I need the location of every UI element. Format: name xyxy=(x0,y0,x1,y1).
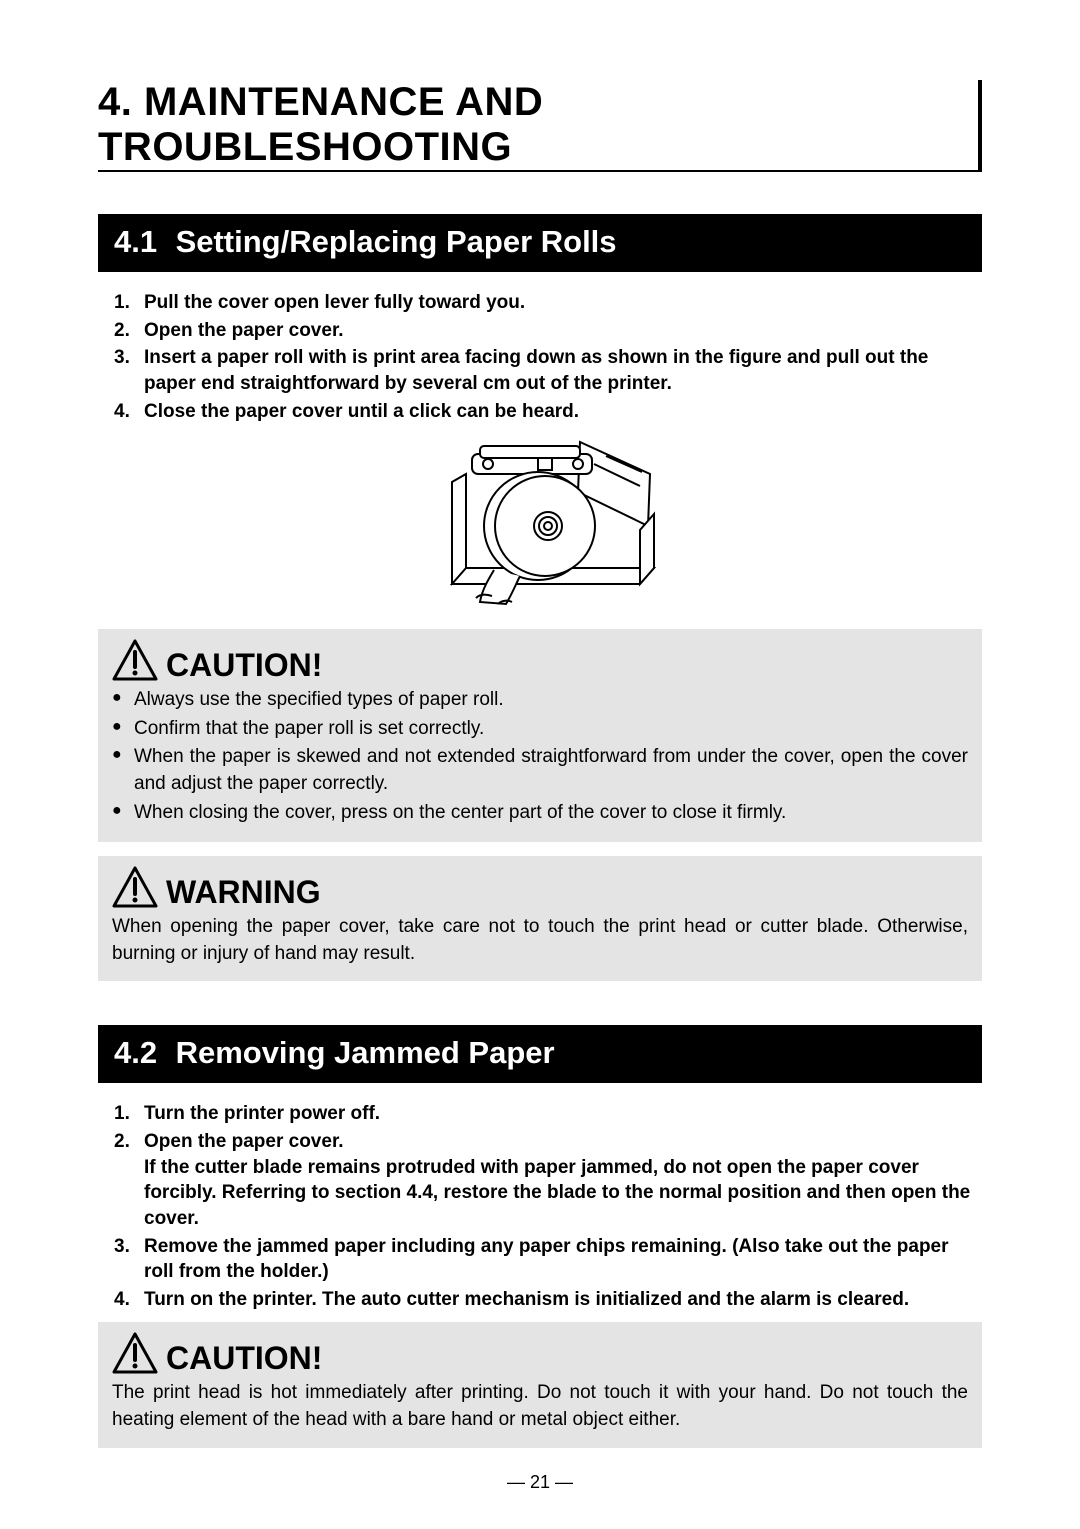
paper-roll-figure xyxy=(98,434,982,619)
printer-diagram-icon xyxy=(410,434,670,614)
warning-triangle-icon xyxy=(112,866,158,908)
warning-header: WARNING xyxy=(112,866,968,908)
chapter-title: 4. MAINTENANCE AND TROUBLESHOOTING xyxy=(98,80,968,170)
caution-item: Always use the specified types of paper … xyxy=(112,687,968,714)
warning-label: WARNING xyxy=(166,876,321,908)
chapter-title-box: 4. MAINTENANCE AND TROUBLESHOOTING xyxy=(98,80,982,170)
caution-label: CAUTION! xyxy=(166,649,322,681)
section-4-2-steps: Turn the printer power off. Open the pap… xyxy=(98,1101,982,1312)
caution-list: Always use the specified types of paper … xyxy=(112,687,968,826)
step-item: Remove the jammed paper including any pa… xyxy=(144,1234,982,1285)
chapter-number: 4. xyxy=(98,80,132,124)
warning-triangle-icon xyxy=(112,639,158,681)
caution-item: When closing the cover, press on the cen… xyxy=(112,800,968,827)
warning-box-4-1: WARNING When opening the paper cover, ta… xyxy=(98,856,982,981)
section-4-1-number: 4.1 xyxy=(114,224,157,259)
caution-box-4-1: CAUTION! Always use the specified types … xyxy=(98,629,982,842)
step-item: Open the paper cover. xyxy=(144,318,982,344)
caution-header: CAUTION! xyxy=(112,1332,968,1374)
caution-item: When the paper is skewed and not extende… xyxy=(112,744,968,797)
section-4-1-steps: Pull the cover open lever fully toward y… xyxy=(98,290,982,424)
section-4-1-title: Setting/Replacing Paper Rolls xyxy=(176,224,617,259)
section-4-1-bar: 4.1 Setting/Replacing Paper Rolls xyxy=(98,214,982,272)
step-item: Pull the cover open lever fully toward y… xyxy=(144,290,982,316)
step-item: Open the paper cover. If the cutter blad… xyxy=(144,1129,982,1232)
warning-text: When opening the paper cover, take care … xyxy=(112,914,968,967)
step-item: Turn on the printer. The auto cutter mec… xyxy=(144,1287,982,1313)
chapter-title-text: MAINTENANCE AND TROUBLESHOOTING xyxy=(98,80,543,169)
step-item: Turn the printer power off. xyxy=(144,1101,982,1127)
caution-item: Confirm that the paper roll is set corre… xyxy=(112,716,968,743)
step-item: Close the paper cover until a click can … xyxy=(144,399,982,425)
caution-header: CAUTION! xyxy=(112,639,968,681)
section-4-2-number: 4.2 xyxy=(114,1035,157,1070)
caution-text: The print head is hot immediately after … xyxy=(112,1380,968,1433)
caution-label: CAUTION! xyxy=(166,1342,322,1374)
caution-box-4-2: CAUTION! The print head is hot immediate… xyxy=(98,1322,982,1447)
page-number: — 21 — xyxy=(0,1472,1080,1493)
section-4-2-bar: 4.2 Removing Jammed Paper xyxy=(98,1025,982,1083)
section-4-2-title: Removing Jammed Paper xyxy=(176,1035,555,1070)
warning-triangle-icon xyxy=(112,1332,158,1374)
step-item: Insert a paper roll with is print area f… xyxy=(144,345,982,396)
chapter-header: 4. MAINTENANCE AND TROUBLESHOOTING xyxy=(98,80,982,172)
